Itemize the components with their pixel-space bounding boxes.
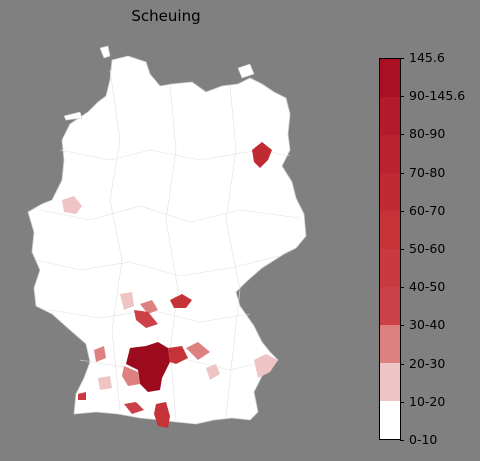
legend-segment (380, 59, 400, 97)
legend-tick-line (400, 134, 404, 136)
region-50-60 (154, 402, 170, 428)
island (99, 45, 111, 59)
region-20-30 (254, 354, 278, 378)
legend-segment (380, 249, 400, 287)
region-20-30 (62, 196, 82, 214)
legend-tick-line (400, 401, 404, 403)
legend-tick-line (400, 363, 404, 365)
legend-segment (380, 325, 400, 363)
region-20-30 (186, 342, 210, 360)
region-40-50 (168, 346, 188, 364)
legend-segment (380, 173, 400, 211)
legend-tick-label: 20-30 (409, 355, 446, 371)
legend-tick-label: 90-145.6 (409, 88, 466, 104)
legend-segment (380, 211, 400, 249)
legend-tick-line (400, 249, 404, 250)
region-40-50 (124, 402, 144, 414)
legend-tick-label: 145.6 (409, 50, 445, 65)
legend-segment (380, 287, 400, 325)
legend-segment (380, 363, 400, 401)
region-70-80 (252, 142, 272, 168)
map-title: Scheuing (131, 7, 201, 25)
island (63, 111, 83, 121)
legend-segment (380, 401, 400, 439)
legend-tick-label: 60-70 (409, 202, 446, 218)
region-20-30 (140, 300, 158, 314)
legend-tick-label: 80-90 (409, 126, 446, 142)
region-20-30 (122, 366, 140, 386)
legend-tick-line (400, 58, 404, 59)
legend-tick-line (400, 287, 404, 289)
region-20-30 (120, 292, 134, 310)
region-small (78, 392, 86, 400)
legend-tick-line (400, 96, 404, 98)
region-cluster-main (126, 342, 170, 392)
legend-tick-line (400, 172, 404, 174)
legend-tick-line (400, 440, 404, 441)
legend-tick-label: 40-50 (409, 279, 446, 295)
germany-outline (27, 55, 307, 425)
island (237, 63, 255, 79)
region-60-70 (170, 294, 192, 308)
legend-segment (380, 135, 400, 173)
region-20-30 (206, 364, 220, 380)
legend-tick-label: 0-10 (409, 432, 438, 447)
region-20-30 (94, 346, 106, 362)
highlighted-regions (62, 142, 278, 428)
region-20-30 (98, 376, 112, 390)
legend-colorbar (379, 58, 401, 440)
legend-tick-label: 30-40 (409, 317, 446, 333)
legend-tick-label: 50-60 (409, 241, 446, 256)
legend-tick-label: 10-20 (409, 393, 446, 409)
legend-tick-line (400, 325, 404, 327)
region-40-50 (134, 310, 158, 328)
legend-tick-label: 70-80 (409, 164, 446, 180)
legend-tick-line (400, 210, 404, 212)
legend-segment (380, 97, 400, 135)
